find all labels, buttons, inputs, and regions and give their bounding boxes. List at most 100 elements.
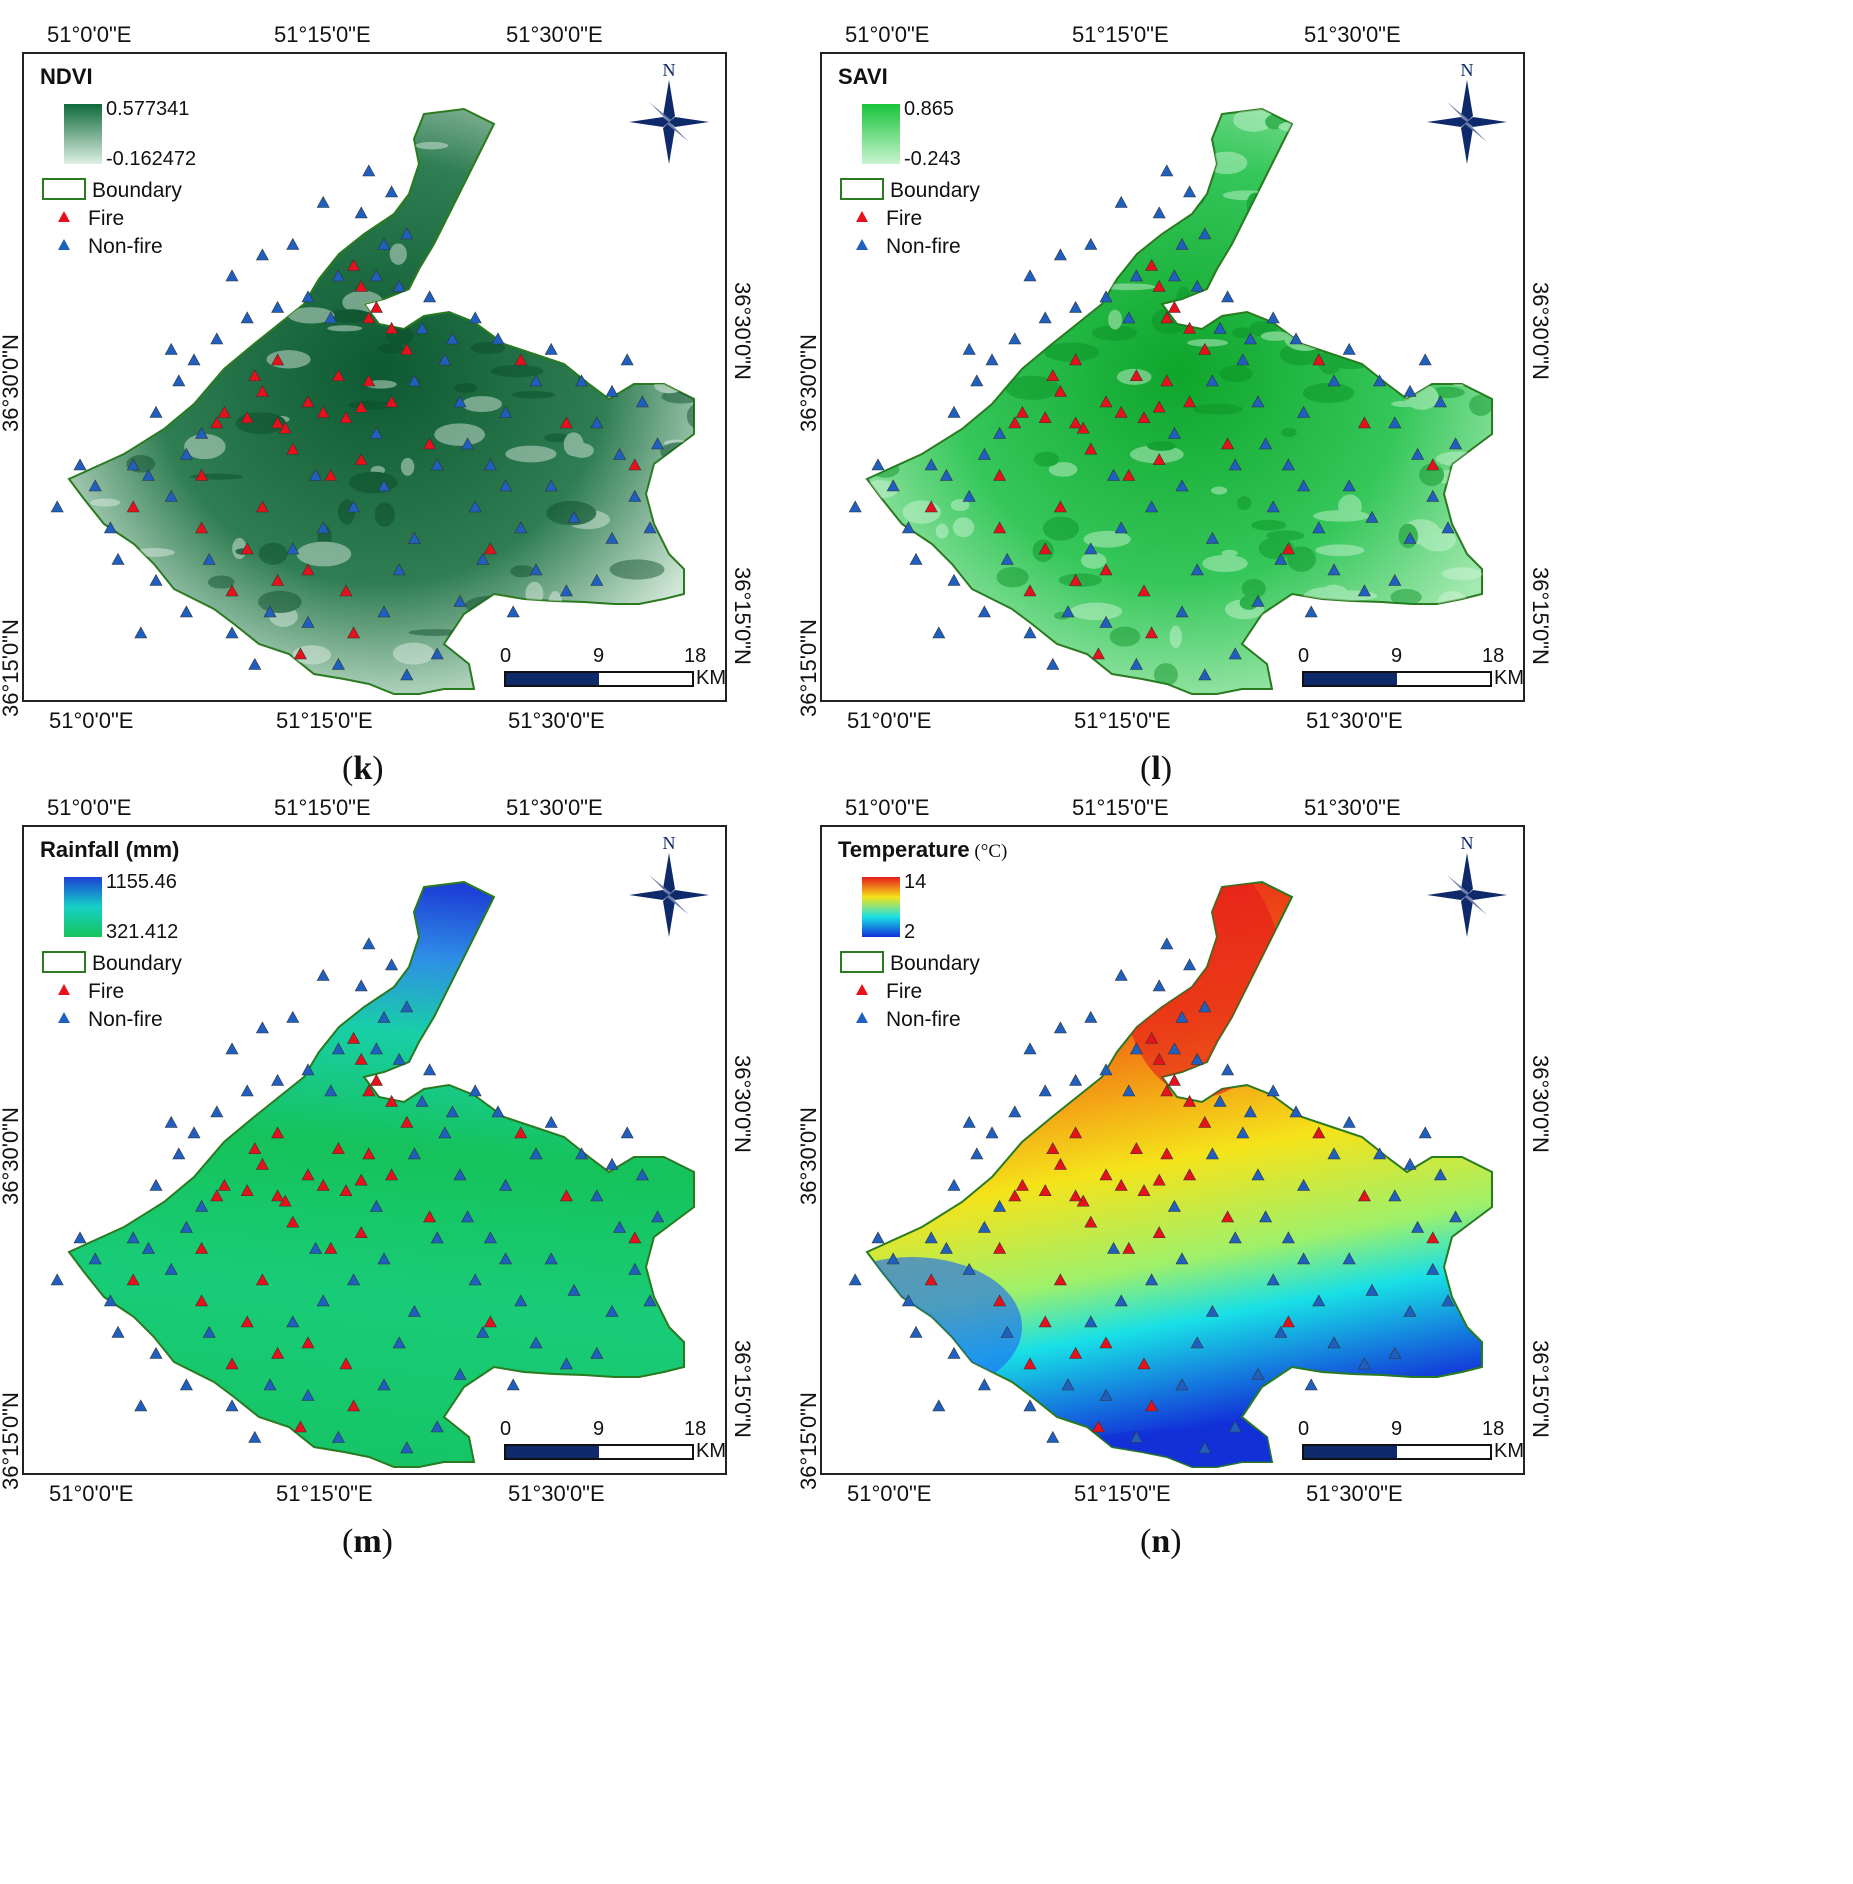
fire-point: [1122, 1241, 1136, 1254]
fire-point: [210, 1189, 224, 1202]
legend-fire: Fire: [42, 207, 124, 231]
nonfire-point: [271, 1073, 285, 1086]
nonfire-point: [202, 1325, 216, 1338]
nonfire-point: [1228, 1231, 1242, 1244]
fire-point: [271, 573, 285, 586]
fire-triangle-icon: [856, 211, 868, 222]
nonfire-point: [1342, 342, 1356, 355]
nonfire-point: [1053, 248, 1067, 261]
nonfire-point: [248, 657, 262, 670]
nonfire-point: [187, 1126, 201, 1139]
scale-label: 18: [1482, 1418, 1505, 1440]
legend-boundary-label: Boundary: [92, 952, 182, 975]
fire-point: [1099, 1168, 1113, 1181]
nonfire-point: [316, 1294, 330, 1307]
nonfire-point: [1327, 1147, 1341, 1160]
nonfire-point: [1312, 521, 1326, 534]
nonfire-point: [172, 374, 186, 387]
nonfire-point: [1441, 1294, 1455, 1307]
nonfire-point: [962, 1115, 976, 1128]
nonfire-point: [286, 1010, 300, 1023]
nonfire-point: [430, 1420, 444, 1433]
fire-point: [1183, 395, 1197, 408]
fire-point: [385, 395, 399, 408]
nonfire-point: [141, 1241, 155, 1254]
nonfire-point: [286, 542, 300, 555]
legend-title-text: SAVI: [838, 64, 888, 89]
nonfire-point: [1297, 1252, 1311, 1265]
nonfire-point: [377, 479, 391, 492]
nonfire-point: [1023, 626, 1037, 639]
nonfire-point: [392, 279, 406, 292]
nonfire-point: [643, 1294, 657, 1307]
scale-bar-graphic: [1302, 671, 1492, 687]
nonfire-point: [1183, 958, 1197, 971]
legend-fire: Fire: [42, 980, 124, 1004]
north-arrow-icon: [629, 80, 709, 164]
nonfire-point: [324, 311, 338, 324]
nonfire-point: [407, 374, 421, 387]
nonfire-point: [1388, 573, 1402, 586]
fire-point: [1145, 1399, 1159, 1412]
fire-point: [1312, 353, 1326, 366]
fire-point: [1137, 584, 1151, 597]
nonfire-point: [514, 521, 528, 534]
nonfire-point: [369, 426, 383, 439]
nonfire-point: [1266, 1273, 1280, 1286]
nonfire-point: [559, 1357, 573, 1370]
nonfire-point: [1342, 1252, 1356, 1265]
longitude-label-bottom: 51°15'0"E: [276, 708, 373, 733]
nonfire-point: [1342, 479, 1356, 492]
ramp-max-label: 0.577341: [106, 98, 190, 120]
nonfire-point: [559, 584, 573, 597]
nonfire-point: [1145, 1273, 1159, 1286]
nonfire-point: [939, 468, 953, 481]
nonfire-point: [225, 626, 239, 639]
scale-bar-graphic: [504, 1444, 694, 1460]
nonfire-point: [1259, 437, 1273, 450]
nonfire-point: [1228, 1420, 1242, 1433]
nonfire-point: [468, 1084, 482, 1097]
nonfire-point: [392, 1052, 406, 1065]
fire-point: [1281, 1315, 1295, 1328]
nonfire-point: [1281, 1231, 1295, 1244]
nonfire-point: [1175, 1378, 1189, 1391]
fire-point: [195, 1241, 209, 1254]
fire-point: [1038, 411, 1052, 424]
nonfire-point: [1190, 563, 1204, 576]
nonfire-point: [187, 353, 201, 366]
fire-point: [1160, 1084, 1174, 1097]
nonfire-point: [1373, 1147, 1387, 1160]
longitude-label-top: 51°30'0"E: [1304, 22, 1401, 47]
nonfire-point: [1274, 1325, 1288, 1338]
nonfire-point: [286, 1315, 300, 1328]
latitude-label-left: 36°30'0"N: [0, 334, 23, 432]
latitude-label-left: 36°15'0"N: [0, 619, 23, 717]
nonfire-point: [909, 1325, 923, 1338]
nonfire-point: [628, 489, 642, 502]
nonfire-point: [1160, 937, 1174, 950]
color-ramp: [64, 104, 102, 164]
caption-paren-open: (: [1140, 1523, 1152, 1560]
panel-caption: (l): [1140, 750, 1172, 788]
nonfire-point: [499, 1178, 513, 1191]
fire-point: [1152, 1173, 1166, 1186]
color-ramp: [862, 877, 900, 937]
fire-point: [255, 384, 269, 397]
nonfire-point: [1365, 510, 1379, 523]
nonfire-point: [1198, 227, 1212, 240]
latitude-label-left: 36°30'0"N: [0, 1107, 23, 1205]
fire-point: [1038, 1184, 1052, 1197]
fire-point: [1198, 342, 1212, 355]
legend-nonfire-label: Non-fire: [886, 1008, 961, 1031]
nonfire-point: [1190, 279, 1204, 292]
fire-point: [1357, 416, 1371, 429]
fire-point: [339, 584, 353, 597]
fire-point: [1426, 1231, 1440, 1244]
fire-point: [369, 1073, 383, 1086]
nonfire-point: [324, 1084, 338, 1097]
ramp-min-label: 321.412: [106, 921, 179, 943]
fire-point: [1099, 1336, 1113, 1349]
fire-point: [240, 1184, 254, 1197]
nonfire-point: [1365, 1283, 1379, 1296]
